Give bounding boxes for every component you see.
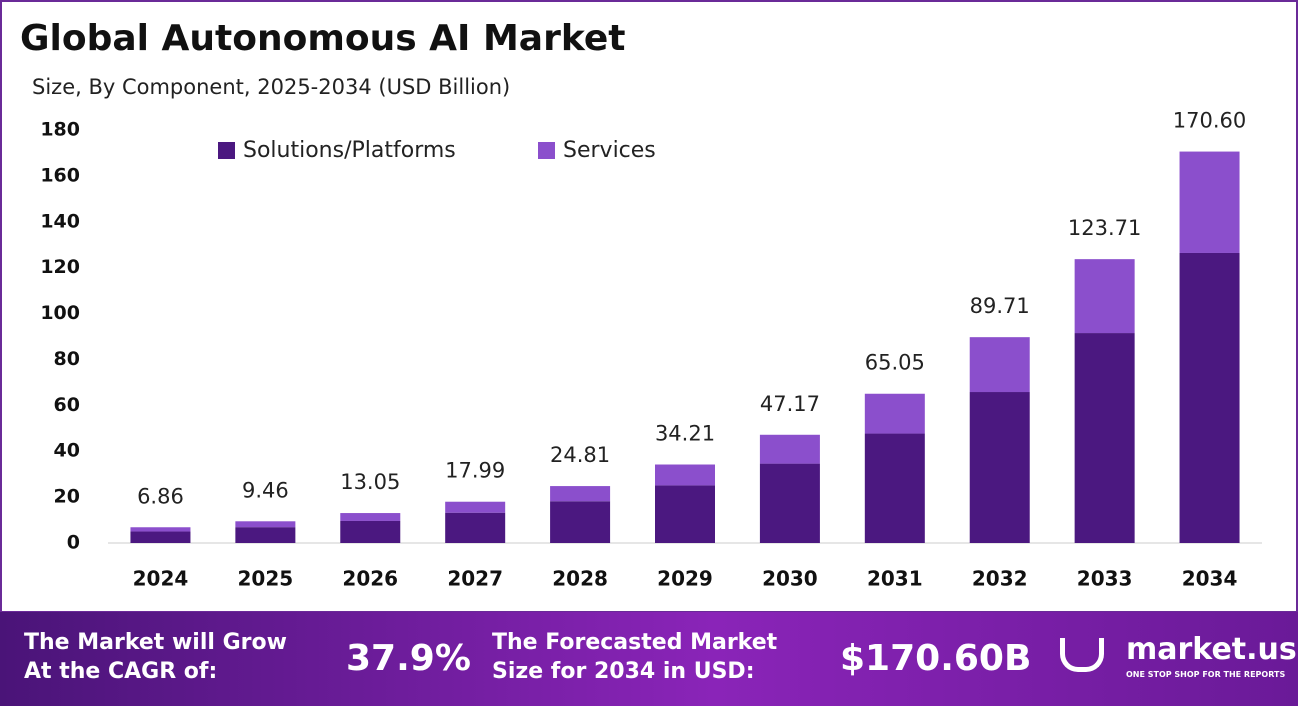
bar-segment [235, 527, 296, 543]
chart-subtitle: Size, By Component, 2025-2034 (USD Billi… [32, 75, 510, 99]
bar-segment [759, 434, 820, 464]
bar-segment [1074, 333, 1135, 543]
total-label: 24.81 [550, 443, 610, 467]
total-label: 123.71 [1068, 216, 1141, 240]
total-label: 170.60 [1173, 109, 1246, 133]
y-tick-label: 160 [40, 164, 80, 186]
bar-segment [130, 527, 191, 532]
bar-segment [1179, 151, 1240, 253]
x-tick-label: 2024 [133, 567, 189, 591]
bar-segment [445, 512, 506, 543]
bar-segment [340, 513, 401, 521]
total-label: 65.05 [865, 351, 925, 375]
x-tick-label: 2033 [1077, 567, 1133, 591]
y-tick-label: 40 [54, 440, 80, 462]
bar-segment [130, 531, 191, 543]
total-label: 34.21 [655, 422, 715, 446]
bar-segment [550, 486, 611, 502]
bar-segment [655, 464, 715, 486]
chart-title: Global Autonomous AI Market [20, 18, 625, 59]
y-tick-label: 140 [40, 210, 80, 232]
total-label: 9.46 [242, 478, 289, 502]
bar-segment [1074, 259, 1135, 334]
cagr-line: At the CAGR of: [24, 659, 218, 684]
logo-icon [1060, 638, 1104, 672]
bar-segment [969, 337, 1030, 393]
x-tick-label: 2027 [447, 567, 503, 591]
y-tick-label: 100 [40, 302, 80, 324]
cagr-line: The Market will Grow [24, 630, 287, 655]
x-tick-label: 2034 [1182, 567, 1238, 591]
x-tick-label: 2031 [867, 567, 923, 591]
bar-segment [864, 393, 925, 434]
total-label: 6.86 [137, 484, 184, 508]
bar-segment [445, 501, 506, 513]
y-tick-label: 20 [54, 486, 80, 508]
y-tick-label: 80 [54, 348, 80, 370]
y-tick-label: 60 [54, 394, 80, 416]
x-tick-label: 2025 [238, 567, 294, 591]
x-tick-label: 2028 [552, 567, 608, 591]
cagr-text: The Market will Grow At the CAGR of: [24, 628, 287, 686]
bar-segment [864, 433, 925, 543]
legend-label: Solutions/Platforms [243, 138, 456, 163]
legend-label: Services [563, 138, 656, 163]
bar-segment [655, 485, 715, 543]
logo-text: market.us [1126, 632, 1297, 667]
bar-segment [235, 521, 296, 528]
forecast-text: The Forecasted Market Size for 2034 in US… [492, 628, 777, 686]
bar-segment [340, 520, 401, 543]
legend-swatch [538, 142, 555, 159]
bar-segment [969, 392, 1030, 543]
total-label: 13.05 [340, 470, 400, 494]
forecast-line: The Forecasted Market [492, 630, 778, 655]
bar-segment [1179, 252, 1240, 543]
x-tick-label: 2029 [657, 567, 713, 591]
total-label: 89.71 [970, 294, 1030, 318]
y-tick-label: 180 [40, 119, 80, 141]
forecast-line: Size for 2034 in USD: [492, 659, 755, 684]
bar-segment [759, 463, 820, 543]
x-tick-label: 2030 [762, 567, 818, 591]
total-label: 17.99 [445, 459, 505, 483]
legend-swatch [218, 142, 235, 159]
x-tick-label: 2026 [342, 567, 398, 591]
forecast-value: $170.60B [840, 638, 1032, 679]
logo-tagline: ONE STOP SHOP FOR THE REPORTS [1126, 670, 1286, 679]
total-label: 47.17 [760, 392, 820, 416]
x-tick-label: 2032 [972, 567, 1028, 591]
y-tick-label: 120 [40, 256, 80, 278]
chart: Global Autonomous AI Market Size, By Com… [0, 0, 1298, 612]
bar-segment [550, 501, 611, 543]
y-tick-label: 0 [67, 532, 80, 554]
footer-banner: The Market will Grow At the CAGR of: 37.9… [0, 612, 1298, 706]
cagr-value: 37.9% [346, 638, 471, 679]
